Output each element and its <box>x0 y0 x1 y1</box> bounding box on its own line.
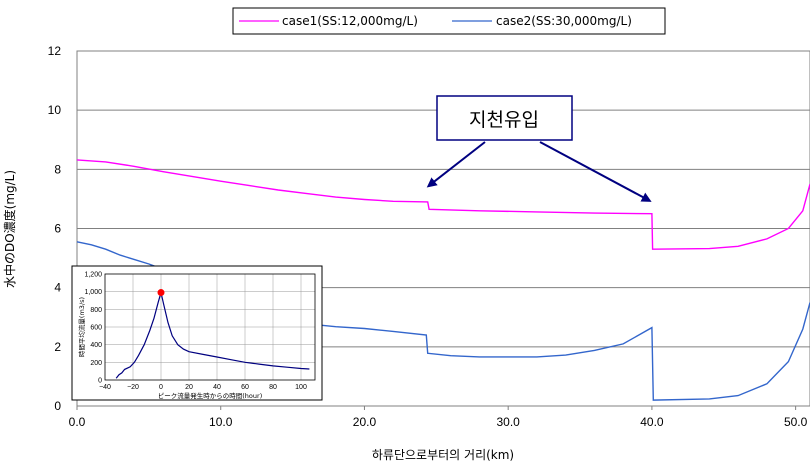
legend-label-case1: case1(SS:12,000mg/L) <box>282 14 418 28</box>
series-line-case2 <box>76 241 810 401</box>
x-tick-label: 40.0 <box>640 415 664 429</box>
plot-area <box>76 50 810 407</box>
inset-plot-area <box>104 273 316 381</box>
inset-y-axis-title: 時間平均流量(m3/s) <box>77 297 86 357</box>
y-tick-label: 10 <box>48 103 62 117</box>
y-tick-label: 8 <box>54 162 61 176</box>
x-tick-label: 50.0 <box>784 415 808 429</box>
inset-y-tick-label: 800 <box>90 307 102 314</box>
inset-y-tick-label: 1,200 <box>84 272 102 279</box>
y-tick-label: 4 <box>54 281 61 295</box>
y-tick-label: 0 <box>54 399 61 413</box>
y-axis-ticks: 0 2 4 6 8 10 12 <box>48 44 62 413</box>
inset-x-axis-title: ピーク流量発生時からの時間(hour) <box>158 391 262 400</box>
callout-annotation: 지천유입 <box>426 95 652 202</box>
inset-x-tick-label: −40 <box>99 384 111 391</box>
x-tick-label: 30.0 <box>496 415 520 429</box>
x-tick-label: 10.0 <box>209 415 233 429</box>
series-lines <box>76 159 810 401</box>
y-tick-label: 12 <box>48 44 62 58</box>
callout-label: 지천유입 <box>469 109 539 131</box>
y-tick-label: 6 <box>54 222 61 236</box>
inset-y-tick-label: 400 <box>90 342 102 349</box>
inset-background <box>71 265 323 401</box>
series-line-case1 <box>76 159 810 250</box>
inset-x-tick-label: −20 <box>127 384 139 391</box>
inset-x-tick-label: 40 <box>213 384 221 391</box>
y-axis-title: 水中のDO濃度(mg/L) <box>2 170 17 288</box>
inset-y-tick-label: 1,000 <box>84 289 102 296</box>
inset-x-ticks: −40 −20 0 20 40 60 80 100 <box>99 384 307 391</box>
inset-chart: 0 200 400 600 800 1,000 1,200 −40 −20 0 20 40 60 80 1… <box>71 265 323 401</box>
inset-series-line <box>115 292 310 379</box>
inset-x-tick-label: 80 <box>269 384 277 391</box>
y-tick-label: 2 <box>54 340 61 354</box>
callout-arrow-2 <box>539 141 652 202</box>
callout-arrow-1 <box>426 141 486 188</box>
inset-y-tick-label: 0 <box>98 378 102 385</box>
x-tick-label: 0.0 <box>69 415 86 429</box>
x-tick-label: 20.0 <box>353 415 377 429</box>
inset-x-tick-label: 60 <box>241 384 249 391</box>
inset-y-tick-label: 600 <box>90 325 102 332</box>
inset-peak-marker <box>157 289 165 297</box>
callout-box <box>436 95 573 141</box>
x-axis-title: 하류단으로부터의 거리(km) <box>372 448 514 462</box>
inset-y-tick-label: 200 <box>90 360 102 367</box>
inset-x-tick-label: 100 <box>295 384 307 391</box>
legend-label-case2: case2(SS:30,000mg/L) <box>496 14 632 28</box>
legend: case1(SS:12,000mg/L) case2(SS:30,000mg/L… <box>232 7 666 35</box>
x-axis-ticks: 0.0 10.0 20.0 30.0 40.0 50.0 <box>69 406 808 429</box>
inset-y-ticks: 0 200 400 600 800 1,000 1,200 <box>84 272 102 385</box>
legend-box <box>232 7 666 35</box>
inset-x-tick-label: 0 <box>159 384 163 391</box>
inset-grid <box>105 274 315 380</box>
inset-series <box>115 289 310 379</box>
inset-x-tick-label: 20 <box>185 384 193 391</box>
